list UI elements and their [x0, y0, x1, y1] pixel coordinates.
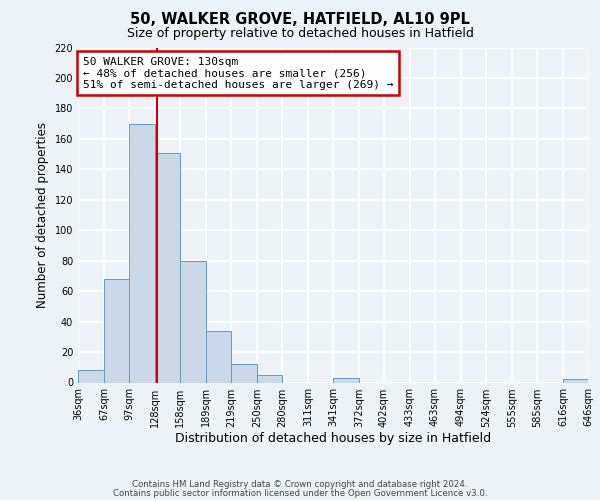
Bar: [104, 279, 129, 382]
Text: Contains public sector information licensed under the Open Government Licence v3: Contains public sector information licen…: [113, 489, 487, 498]
Bar: [333, 378, 359, 382]
X-axis label: Distribution of detached houses by size in Hatfield: Distribution of detached houses by size …: [175, 432, 491, 446]
Y-axis label: Number of detached properties: Number of detached properties: [36, 122, 49, 308]
Bar: [206, 330, 231, 382]
Bar: [563, 380, 588, 382]
Bar: [129, 124, 155, 382]
Text: Contains HM Land Registry data © Crown copyright and database right 2024.: Contains HM Land Registry data © Crown c…: [132, 480, 468, 489]
Bar: [155, 152, 180, 382]
Text: Size of property relative to detached houses in Hatfield: Size of property relative to detached ho…: [127, 28, 473, 40]
Bar: [180, 260, 206, 382]
Bar: [231, 364, 257, 382]
Text: 50 WALKER GROVE: 130sqm
← 48% of detached houses are smaller (256)
51% of semi-d: 50 WALKER GROVE: 130sqm ← 48% of detache…: [83, 56, 394, 90]
Text: 50, WALKER GROVE, HATFIELD, AL10 9PL: 50, WALKER GROVE, HATFIELD, AL10 9PL: [130, 12, 470, 28]
Bar: [78, 370, 104, 382]
Bar: [257, 375, 282, 382]
